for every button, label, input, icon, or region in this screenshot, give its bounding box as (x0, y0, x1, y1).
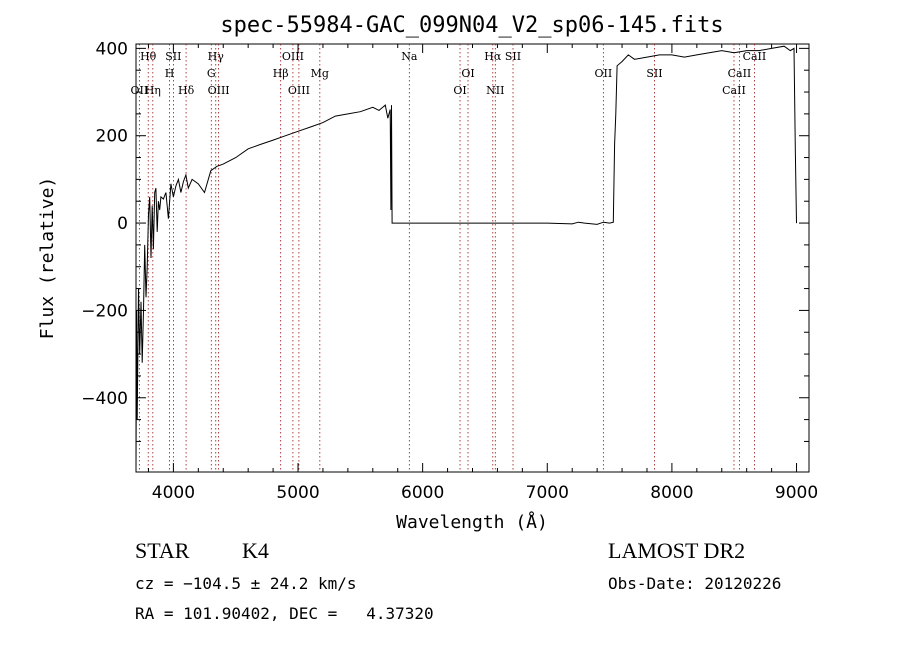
y-tick-label: 0 (117, 214, 128, 234)
emission-line-markers: HθOIIHηSIIHHδHγGOIIIOIIIHβOIIIMgNaOIOIHα… (131, 44, 767, 472)
y-tick-label: −200 (81, 301, 128, 321)
line-marker-label: Hη (145, 84, 161, 97)
coordinates: RA = 101.90402, DEC = 4.37320 (135, 604, 434, 623)
x-tick-label: 9000 (775, 483, 818, 503)
x-tick-label: 7000 (526, 483, 569, 503)
line-marker-label: NII (486, 84, 504, 97)
line-marker-label: CaII (722, 84, 746, 97)
line-marker-label: CaII (728, 67, 752, 80)
line-marker-label: Hβ (273, 67, 289, 80)
chart-title: spec-55984-GAC_099N04_V2_sp06-145.fits (220, 13, 723, 38)
line-marker-label: Na (401, 50, 418, 63)
axis-ticks: 4000 5000 6000 7000 8000 9000 −400 −200 0 200 400 (81, 39, 818, 503)
line-marker-label: Hγ (208, 50, 225, 63)
spectrum-line (135, 45, 797, 468)
line-marker-label: Hα (484, 50, 502, 63)
observation-date: Obs-Date: 20120226 (608, 574, 782, 593)
x-axis-label: Wavelength (Å) (396, 511, 548, 533)
survey-name: LAMOST DR2 (608, 538, 746, 563)
redshift-velocity: cz = −104.5 ± 24.2 km/s (135, 574, 357, 593)
line-marker-label: OIII (282, 50, 304, 63)
x-tick-label: 5000 (276, 483, 319, 503)
line-marker-label: OI (453, 84, 466, 97)
object-subclass: K4 (242, 538, 269, 563)
line-marker-label: OII (595, 67, 613, 80)
line-marker-label: OIII (288, 84, 310, 97)
line-marker-label: Mg (311, 67, 329, 80)
plot-frame (135, 43, 810, 473)
y-tick-label: −400 (81, 389, 128, 409)
spectrum-series (135, 45, 797, 468)
x-tick-label: 8000 (650, 483, 693, 503)
y-axis-label: Flux (relative) (37, 177, 58, 340)
line-marker-label: H (165, 67, 175, 80)
y-tick-label: 400 (96, 39, 128, 59)
line-marker-label: Hδ (178, 84, 195, 97)
line-marker-label: G (207, 67, 216, 80)
x-tick-label: 4000 (152, 483, 195, 503)
y-tick-label: 200 (96, 127, 128, 147)
line-marker-label: OII (131, 84, 149, 97)
line-marker-label: OIII (208, 84, 230, 97)
object-class: STAR (135, 538, 190, 563)
line-marker-label: OI (461, 67, 474, 80)
line-marker-label: Hθ (140, 50, 157, 63)
line-marker-label: CaII (743, 50, 767, 63)
line-marker-label: SII (505, 50, 521, 63)
x-tick-label: 6000 (401, 483, 444, 503)
line-marker-label: SII (646, 67, 662, 80)
